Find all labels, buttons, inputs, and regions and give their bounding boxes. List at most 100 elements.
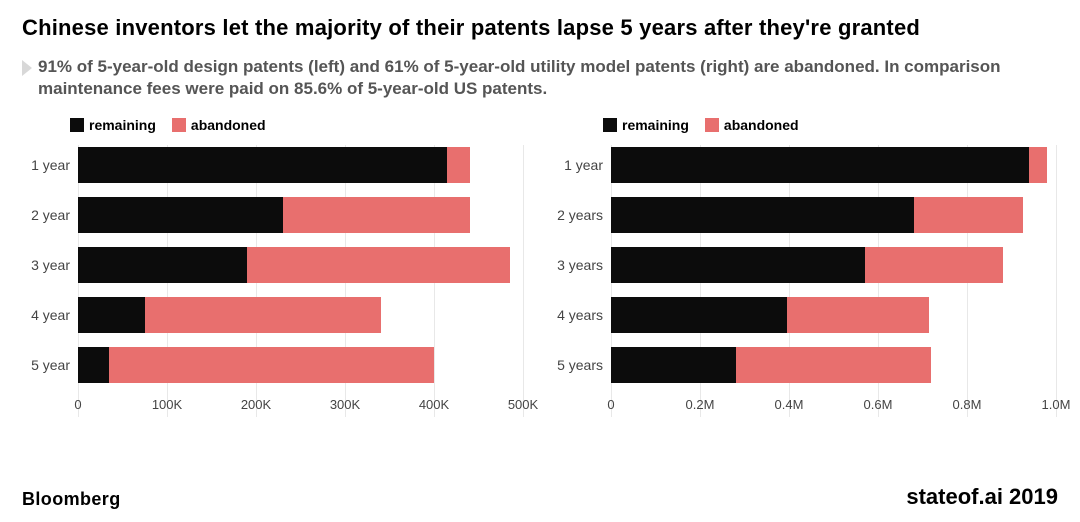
x-tick-label: 500K	[508, 397, 538, 412]
swatch-abandoned-icon	[172, 118, 186, 132]
y-axis-label: 4 year	[24, 295, 78, 335]
legend-abandoned: abandoned	[705, 117, 799, 133]
y-axis-label: 2 years	[557, 195, 611, 235]
x-tick-label: 100K	[152, 397, 182, 412]
bar-segment-abandoned	[109, 347, 434, 383]
x-tick-label: 1.0M	[1042, 397, 1071, 412]
swatch-remaining-icon	[70, 118, 84, 132]
legend-abandoned-label: abandoned	[724, 117, 799, 133]
chart-design-patents: remaining abandoned 1 year 2 year 3 year 4 …	[24, 117, 523, 417]
stacked-bar	[78, 297, 381, 333]
bar-segment-remaining	[78, 347, 109, 383]
legend-abandoned: abandoned	[172, 117, 266, 133]
bar-track	[611, 245, 1056, 285]
legend-remaining: remaining	[603, 117, 689, 133]
bar-segment-abandoned	[247, 247, 510, 283]
bar-row: 2 year	[24, 195, 523, 235]
chart-utility-patents: remaining abandoned 1 year 2 years 3 years…	[557, 117, 1056, 417]
stacked-bar	[611, 297, 929, 333]
legend-remaining: remaining	[70, 117, 156, 133]
x-tick-label: 0.8M	[953, 397, 982, 412]
plot-left: 1 year 2 year 3 year 4 year 5 year 0 100K 200K 3…	[24, 145, 523, 417]
bar-row: 2 years	[557, 195, 1056, 235]
legend-left: remaining abandoned	[70, 117, 523, 133]
x-tick-label: 0.6M	[864, 397, 893, 412]
bar-row: 5 years	[557, 345, 1056, 385]
y-axis-label: 3 years	[557, 245, 611, 285]
stacked-bar	[78, 247, 510, 283]
swatch-remaining-icon	[603, 118, 617, 132]
bar-segment-remaining	[78, 297, 145, 333]
subtitle-text: 91% of 5-year-old design patents (left) …	[38, 56, 1058, 102]
bar-segment-remaining	[611, 147, 1029, 183]
x-tick-label: 300K	[330, 397, 360, 412]
bar-track	[78, 345, 523, 385]
x-tick-label: 0.2M	[686, 397, 715, 412]
x-tick-label: 0	[74, 397, 81, 412]
stacked-bar	[611, 147, 1047, 183]
legend-right: remaining abandoned	[603, 117, 1056, 133]
subtitle-row: 91% of 5-year-old design patents (left) …	[22, 56, 1058, 102]
slide: Chinese inventors let the majority of th…	[0, 0, 1080, 522]
bar-segment-abandoned	[283, 197, 470, 233]
y-axis-label: 4 years	[557, 295, 611, 335]
stacked-bar	[611, 247, 1003, 283]
y-axis-label: 5 years	[557, 345, 611, 385]
stacked-bar	[78, 347, 434, 383]
y-axis-label: 3 year	[24, 245, 78, 285]
y-axis-label: 1 year	[557, 145, 611, 185]
footer: Bloomberg stateof.ai 2019	[22, 484, 1058, 510]
bar-track	[611, 295, 1056, 335]
stacked-bar	[78, 197, 470, 233]
bar-track	[611, 195, 1056, 235]
bar-track	[78, 145, 523, 185]
source-right: stateof.ai 2019	[906, 484, 1058, 510]
x-tick-label: 0	[607, 397, 614, 412]
bar-row: 5 year	[24, 345, 523, 385]
bar-segment-abandoned	[447, 147, 469, 183]
page-title: Chinese inventors let the majority of th…	[22, 14, 1058, 42]
bar-segment-abandoned	[145, 297, 381, 333]
bar-segment-abandoned	[865, 247, 1003, 283]
bar-track	[611, 345, 1056, 385]
bar-segment-abandoned	[1029, 147, 1047, 183]
bar-row: 3 year	[24, 245, 523, 285]
bar-segment-remaining	[78, 147, 447, 183]
legend-remaining-label: remaining	[89, 117, 156, 133]
bar-track	[78, 195, 523, 235]
x-axis: 0100K200K300K400K500K	[78, 395, 523, 417]
y-axis-label: 2 year	[24, 195, 78, 235]
legend-remaining-label: remaining	[622, 117, 689, 133]
stacked-bar	[611, 347, 931, 383]
bar-segment-remaining	[611, 247, 865, 283]
bar-segment-remaining	[78, 247, 247, 283]
bar-track	[78, 295, 523, 335]
swatch-abandoned-icon	[705, 118, 719, 132]
bar-row: 1 year	[557, 145, 1056, 185]
stacked-bar	[78, 147, 470, 183]
bar-segment-abandoned	[736, 347, 932, 383]
bar-row: 1 year	[24, 145, 523, 185]
y-axis-label: 5 year	[24, 345, 78, 385]
x-tick-label: 0.4M	[775, 397, 804, 412]
bar-segment-remaining	[611, 297, 787, 333]
stacked-bar	[611, 197, 1023, 233]
bar-segment-abandoned	[787, 297, 929, 333]
plot-right: 1 year 2 years 3 years 4 years 5 years 0 0.2M 0…	[557, 145, 1056, 417]
bar-segment-remaining	[611, 347, 736, 383]
gridline	[1056, 145, 1057, 417]
gridline	[523, 145, 524, 417]
bar-segment-remaining	[611, 197, 914, 233]
bar-track	[78, 245, 523, 285]
y-axis-label: 1 year	[24, 145, 78, 185]
legend-abandoned-label: abandoned	[191, 117, 266, 133]
x-tick-label: 200K	[241, 397, 271, 412]
x-tick-label: 400K	[419, 397, 449, 412]
source-left: Bloomberg	[22, 489, 121, 510]
bar-row: 3 years	[557, 245, 1056, 285]
x-axis: 00.2M0.4M0.6M0.8M1.0M	[611, 395, 1056, 417]
bar-track	[611, 145, 1056, 185]
charts-container: remaining abandoned 1 year 2 year 3 year 4 …	[22, 117, 1058, 417]
bar-segment-abandoned	[914, 197, 1023, 233]
subtitle-marker-icon	[22, 60, 32, 76]
